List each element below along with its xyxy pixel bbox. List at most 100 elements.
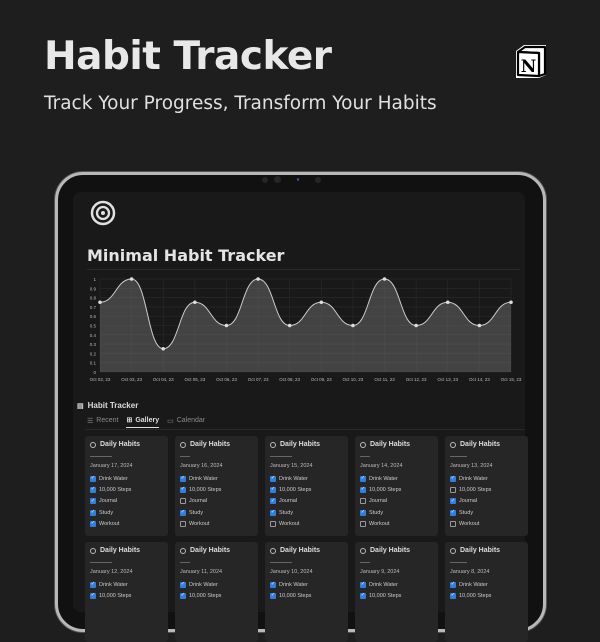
checkbox[interactable]: ✓	[360, 475, 366, 482]
card-divider	[450, 562, 467, 563]
habit-label: Study	[459, 509, 474, 516]
checkbox[interactable]	[180, 520, 186, 527]
checkbox[interactable]: ✓	[90, 592, 96, 599]
card-date: January 16, 2024	[180, 463, 223, 469]
checkbox[interactable]: ✓	[270, 581, 276, 588]
y-tick-label: 0	[93, 370, 96, 375]
checkbox[interactable]	[450, 486, 456, 493]
habit-card[interactable]: Daily Habits January 13, 2024 ✓ Drink Wate…	[445, 436, 528, 536]
y-tick-label: 0.6	[90, 314, 97, 319]
habit-label: Journal	[279, 498, 298, 505]
habit-item: ✓ Drink Water	[90, 579, 163, 590]
tab-label: Recent	[96, 417, 119, 424]
habit-card[interactable]: Daily Habits January 12, 2024 ✓ Drink Wate…	[85, 542, 168, 642]
x-tick-label: Oct 07, 23	[248, 377, 269, 382]
data-point	[161, 346, 166, 351]
y-tick-label: 1	[93, 277, 96, 282]
card-title: Daily Habits	[460, 441, 501, 448]
habit-label: Workout	[99, 520, 120, 527]
area-fill	[100, 279, 511, 372]
tab-gallery[interactable]: ⊞ Gallery	[126, 416, 160, 428]
habit-item: ✓ Study	[180, 507, 253, 518]
card-date: January 8, 2024	[450, 569, 490, 575]
calendar-icon: ▭	[167, 417, 174, 425]
checkbox[interactable]	[180, 498, 186, 505]
checkbox[interactable]: ✓	[180, 486, 186, 493]
checkbox[interactable]: ✓	[90, 581, 96, 588]
checkbox[interactable]: ✓	[180, 581, 186, 588]
y-tick-label: 0.7	[90, 305, 97, 310]
habit-item: 10,000 Steps	[450, 484, 523, 495]
habit-label: Workout	[189, 520, 210, 527]
data-point	[509, 300, 513, 305]
checkbox[interactable]: ✓	[270, 592, 276, 599]
habit-card[interactable]: Daily Habits January 11, 2024 ✓ Drink Wate…	[175, 542, 258, 642]
x-tick-label: Oct 03, 23	[121, 377, 142, 382]
checkbox[interactable]: ✓	[450, 509, 456, 516]
checkbox[interactable]: ✓	[90, 520, 96, 527]
card-divider	[360, 456, 370, 457]
habit-card[interactable]: Daily Habits January 14, 2024 ✓ Drink Wate…	[355, 436, 438, 536]
x-tick-label: Oct 05, 23	[184, 377, 205, 382]
checkbox[interactable]: ✓	[360, 592, 366, 599]
checkbox[interactable]: ✓	[180, 592, 186, 599]
checkbox[interactable]: ✓	[450, 592, 456, 599]
checkbox[interactable]	[360, 498, 366, 505]
x-tick-label: Oct 06, 23	[216, 377, 237, 382]
habit-card[interactable]: Daily Habits January 15, 2024 ✓ Drink Wate…	[265, 436, 348, 536]
checkbox[interactable]: ✓	[180, 509, 186, 516]
habit-label: Drink Water	[279, 475, 308, 482]
data-point	[287, 323, 292, 328]
checkbox[interactable]	[450, 520, 456, 527]
target-icon	[90, 547, 96, 554]
habit-card[interactable]: Daily Habits January 8, 2024 ✓ Drink Water…	[445, 542, 528, 642]
tab-recent[interactable]: ☰ Recent	[87, 416, 118, 428]
target-icon	[360, 441, 366, 448]
database-title: Habit Tracker	[87, 401, 139, 410]
checkbox[interactable]: ✓	[270, 486, 276, 493]
habit-item: Workout	[180, 518, 253, 529]
card-title: Daily Habits	[460, 547, 501, 554]
habit-item: ✓ 10,000 Steps	[180, 484, 253, 495]
habit-label: Drink Water	[459, 581, 488, 588]
habit-label: Journal	[189, 498, 208, 505]
habit-label: 10,000 Steps	[99, 486, 132, 493]
target-icon	[90, 441, 96, 448]
checkbox[interactable]: ✓	[90, 486, 96, 493]
checkbox[interactable]: ✓	[270, 509, 276, 516]
y-tick-label: 0.1	[90, 361, 97, 366]
habit-label: Workout	[459, 520, 480, 527]
checkbox[interactable]: ✓	[360, 581, 366, 588]
habit-item: Journal	[360, 496, 433, 507]
checkbox[interactable]: ✓	[90, 475, 96, 482]
tab-divider	[85, 429, 525, 430]
habit-card[interactable]: Daily Habits January 16, 2024 ✓ Drink Wate…	[175, 436, 258, 536]
y-tick-label: 0.5	[90, 324, 97, 329]
y-tick-label: 0.9	[90, 286, 97, 291]
checkbox[interactable]: ✓	[450, 497, 456, 505]
checkbox[interactable]: ✓	[90, 497, 96, 505]
habit-label: 10,000 Steps	[279, 486, 312, 493]
checkbox[interactable]: ✓	[270, 475, 276, 482]
card-date: January 12, 2024	[90, 569, 133, 575]
habit-label: Drink Water	[99, 475, 128, 482]
card-date: January 10, 2024	[270, 569, 313, 575]
checkbox[interactable]: ✓	[450, 475, 456, 482]
card-title: Daily Habits	[190, 441, 231, 448]
habit-card[interactable]: Daily Habits January 9, 2024 ✓ Drink Water…	[355, 542, 438, 642]
card-divider	[90, 456, 112, 457]
checkbox[interactable]: ✓	[270, 497, 276, 505]
checkbox[interactable]: ✓	[90, 509, 96, 516]
habit-item: ✓ Drink Water	[180, 473, 253, 484]
habit-card[interactable]: Daily Habits January 17, 2024 ✓ Drink Wate…	[85, 436, 168, 536]
tab-calendar[interactable]: ▭ Calendar	[167, 416, 205, 428]
habit-label: Journal	[459, 498, 478, 505]
habit-card[interactable]: Daily Habits January 10, 2024 ✓ Drink Wate…	[265, 542, 348, 642]
checkbox[interactable]: ✓	[450, 581, 456, 588]
checkbox[interactable]	[360, 520, 366, 527]
checkbox[interactable]: ✓	[180, 475, 186, 482]
checkbox[interactable]: ✓	[360, 486, 366, 493]
checkbox[interactable]	[270, 520, 276, 527]
y-tick-label: 0.3	[90, 342, 97, 347]
checkbox[interactable]: ✓	[360, 509, 366, 516]
